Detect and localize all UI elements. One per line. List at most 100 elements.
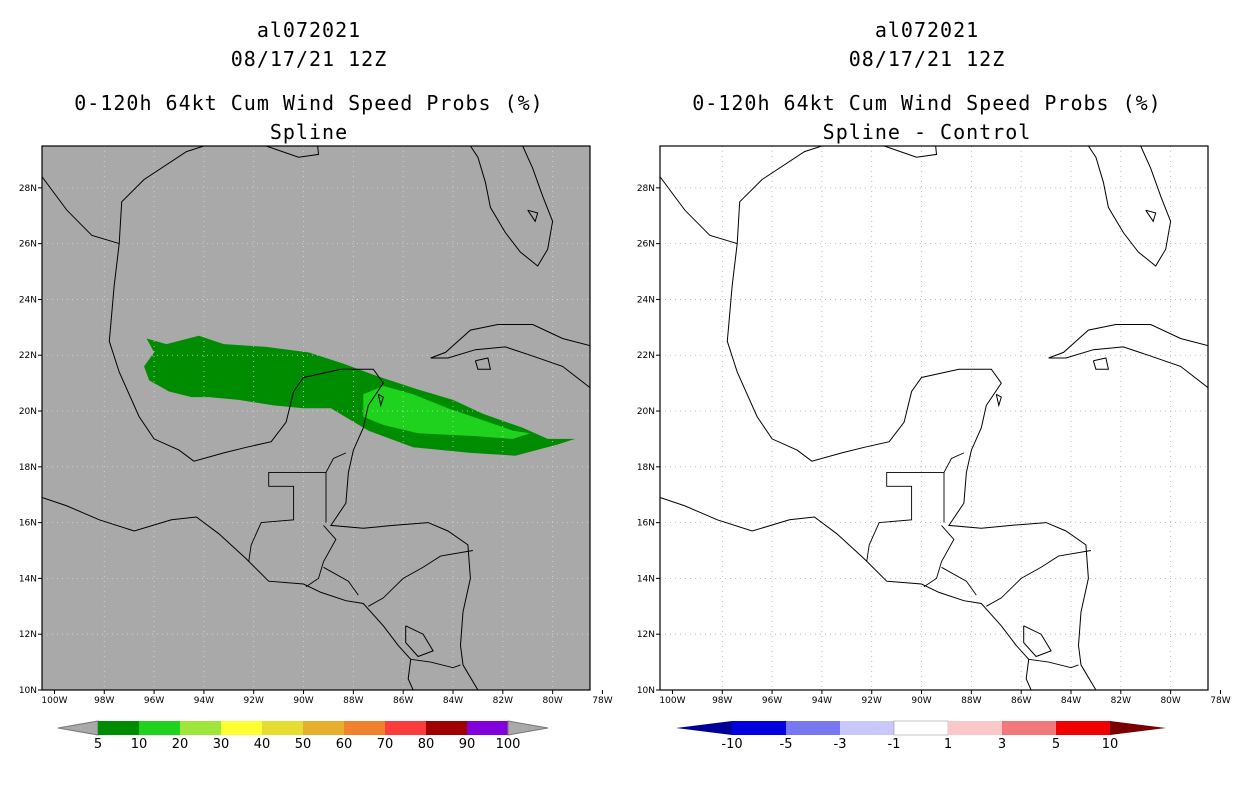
product-title: 0-120h 64kt Cum Wind Speed Probs (%) <box>692 91 1162 115</box>
lon-tick-label: 88W <box>343 696 363 706</box>
colorbar-label: 90 <box>459 737 476 752</box>
coastline <box>108 146 479 690</box>
lat-tick-label: 28N <box>637 184 655 194</box>
country-border <box>325 452 347 473</box>
lon-tick-label: 86W <box>393 696 413 706</box>
lat-tick-label: 24N <box>19 295 37 305</box>
coastline <box>595 266 612 294</box>
country-border <box>323 566 359 596</box>
colorbar-bin <box>303 721 344 735</box>
lat-tick-label: 28N <box>19 184 37 194</box>
lon-tick-label: 86W <box>1011 696 1031 706</box>
coastline <box>430 324 590 389</box>
method-title: Spline - Control <box>822 120 1032 144</box>
lon-tick-label: 100W <box>41 696 67 706</box>
product-title: 0-120h 64kt Cum Wind Speed Probs (%) <box>74 91 544 115</box>
lon-tick-label: 82W <box>1111 696 1131 706</box>
lat-tick-label: 24N <box>637 295 655 305</box>
lat-tick-label: 10N <box>19 686 37 696</box>
coastline <box>1023 625 1052 658</box>
coastline <box>527 209 539 223</box>
colorbar-bin <box>98 721 139 735</box>
coastline <box>660 497 1032 690</box>
colorbar-label: 20 <box>172 737 189 752</box>
colorbar-bin <box>786 721 840 735</box>
colorbar-bin <box>344 721 385 735</box>
storm-id-title: al072021 <box>256 18 362 42</box>
lon-tick-label: 92W <box>862 696 882 706</box>
colorbar-arrow-low <box>676 721 732 735</box>
country-border <box>410 658 461 669</box>
coastline <box>589 413 590 456</box>
coastline <box>474 357 492 370</box>
lon-tick-label: 88W <box>961 696 981 706</box>
colorbar-label: 80 <box>418 737 435 752</box>
coastline <box>726 146 1097 690</box>
colorbar-bin <box>139 721 180 735</box>
lat-tick-label: 22N <box>19 351 37 361</box>
coastline <box>1092 357 1110 370</box>
coastline <box>995 393 1002 408</box>
colorbar-label: 60 <box>336 737 353 752</box>
lat-tick-label: 14N <box>637 574 655 584</box>
map-background <box>42 146 590 690</box>
colorbar-arrow-high <box>1110 721 1166 735</box>
country-border <box>248 471 327 562</box>
lon-tick-label: 78W <box>592 696 612 706</box>
difference-map: 100W 98W 96W 94W 92W 90W 88W 86W 84W 82W 80W 78W 10N… <box>637 145 1236 752</box>
lon-tick-label: 94W <box>194 696 214 706</box>
colorbar-bin <box>221 721 262 735</box>
colorbar-label: 10 <box>131 737 148 752</box>
colorbar-bin <box>467 721 508 735</box>
colorbar-bin <box>426 721 467 735</box>
map-frame <box>659 145 1209 691</box>
colorbar-label: -5 <box>780 737 793 752</box>
colorbar: 5 10 20 30 40 50 60 70 80 90 100 <box>57 720 549 752</box>
lon-tick-label: 84W <box>443 696 463 706</box>
colorbar-bin <box>732 721 786 735</box>
lon-tick-label: 92W <box>244 696 264 706</box>
lat-tick-label: 10N <box>637 686 655 696</box>
colorbar-label: 70 <box>377 737 394 752</box>
lon-tick-label: 96W <box>762 696 782 706</box>
country-border <box>305 525 337 588</box>
prob-contour-10 <box>363 385 531 439</box>
colorbar-label: 1 <box>944 737 952 752</box>
colorbar-bin <box>385 721 426 735</box>
lon-tick-label: 80W <box>542 696 562 706</box>
lat-tick-label: 12N <box>637 630 655 640</box>
colorbar-label: 5 <box>1052 737 1060 752</box>
coastline <box>1048 324 1208 389</box>
colorbar-label: -3 <box>834 737 847 752</box>
lon-tick-label: 98W <box>94 696 114 706</box>
coastline <box>1058 146 1172 267</box>
lon-tick-label: 78W <box>1210 696 1230 706</box>
country-border <box>986 550 1091 607</box>
coastline <box>1207 413 1208 456</box>
coastline <box>42 497 414 690</box>
coastline <box>1221 224 1236 244</box>
lat-tick-label: 20N <box>19 407 37 417</box>
lat-tick-label: 20N <box>637 407 655 417</box>
lat-tick-label: 26N <box>637 240 655 250</box>
colorbar-label: 5 <box>94 737 102 752</box>
probability-map: 100W 98W 96W 94W 92W 90W 88W 86W 84W 82W 80W 78W 10N… <box>19 145 613 752</box>
right-map-panel: al072021 08/17/21 12Z 0-120h 64kt Cum Wi… <box>618 0 1236 800</box>
colorbar-arrow-low <box>57 720 99 736</box>
storm-id-title: al072021 <box>874 18 980 42</box>
coastline <box>1213 266 1230 294</box>
colorbar: -10 -5 -3 -1 1 3 5 10 <box>676 720 1166 752</box>
date-title: 08/17/21 12Z <box>230 47 388 71</box>
lat-tick-label: 18N <box>637 463 655 473</box>
colorbar-label: -10 <box>721 737 742 752</box>
lon-tick-label: 90W <box>911 696 931 706</box>
colorbar-label: 30 <box>213 737 230 752</box>
country-border <box>941 566 977 596</box>
colorbar-bin <box>180 721 221 735</box>
method-title: Spline <box>269 120 349 144</box>
lat-tick-label: 18N <box>19 463 37 473</box>
lon-tick-label: 94W <box>812 696 832 706</box>
colorbar-bin <box>1002 721 1056 735</box>
colorbar-label: 50 <box>295 737 312 752</box>
lat-tick-label: 22N <box>637 351 655 361</box>
